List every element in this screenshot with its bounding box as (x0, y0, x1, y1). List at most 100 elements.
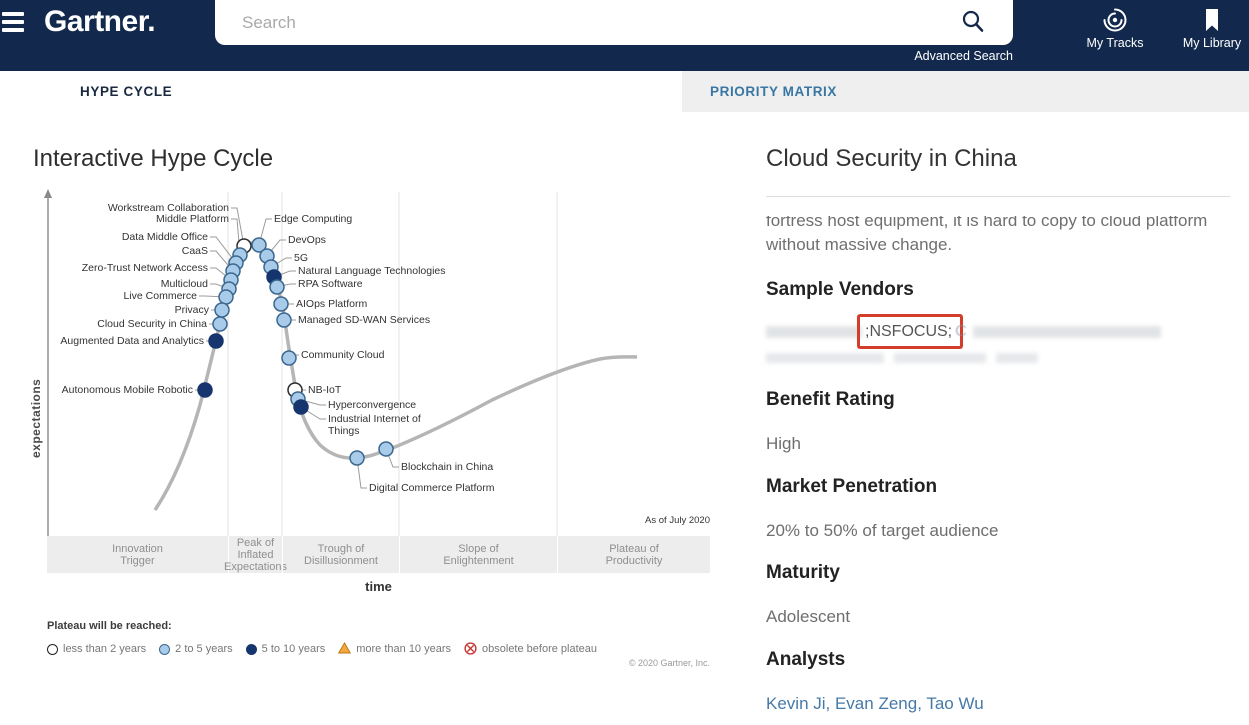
hype-label-data-middle-office[interactable]: Data Middle Office (121, 231, 208, 243)
nav-my-library-label: My Library (1182, 36, 1242, 50)
vendor-name-highlighted: ;NSFOCUS; (857, 314, 964, 349)
leader-line-workstream-collaboration (231, 207, 245, 247)
nav-my-tracks-label: My Tracks (1086, 36, 1144, 50)
hype-dot-augmented-data-and-analytics[interactable] (208, 333, 224, 349)
leader-lines (195, 207, 399, 489)
plateau-legend: Plateau will be reached: less than 2 yea… (47, 620, 597, 656)
section-analysts: Analysts (766, 649, 846, 670)
hype-cycle-chart (44, 189, 638, 536)
hype-label-augmented-data-and-analytics[interactable]: Augmented Data and Analytics (60, 335, 204, 347)
legend-item-2-to-5-years: 2 to 5 years (159, 643, 233, 655)
section-sample-vendors: Sample Vendors (766, 279, 914, 300)
x-axis-label: time (365, 579, 392, 594)
hype-label-digital-commerce-platform[interactable]: Digital Commerce Platform (369, 482, 495, 494)
tab-bar: HYPE CYCLE PRIORITY MATRIX (0, 71, 1249, 112)
hype-dot-aiops-platform[interactable] (273, 296, 289, 312)
hype-dot-industrial-internet-of-things[interactable] (293, 399, 309, 415)
legend-triangle-icon (338, 642, 352, 656)
leader-line-caas (210, 250, 234, 272)
tab-priority-matrix-label: PRIORITY MATRIX (710, 84, 838, 99)
description-text-clipped: fortress host equipment, it is hard to c… (766, 216, 1208, 254)
hype-label-zero-trust-network-access[interactable]: Zero-Trust Network Access (81, 262, 208, 274)
legend-title: Plateau will be reached: (47, 620, 172, 632)
analysts-links[interactable]: Kevin Ji, Evan Zeng, Tao Wu (766, 694, 984, 713)
legend-item-less-than-2-years: less than 2 years (47, 643, 146, 655)
hype-dot-managed-sd-wan-services[interactable] (276, 312, 292, 328)
section-market-penetration: Market Penetration (766, 476, 938, 497)
redacted-vendor (972, 326, 1161, 338)
hype-label-natural-language-technologies[interactable]: Natural Language Technologies (298, 265, 446, 277)
hype-label-aiops-platform[interactable]: AIOps Platform (296, 298, 368, 310)
redacted-vendor (766, 326, 862, 338)
leader-line-digital-commerce-platform (356, 457, 367, 489)
technology-labels: Workstream Collaboration Middle Platform D… (0, 112, 766, 612)
hype-dot-rpa-software[interactable] (269, 279, 285, 295)
detail-title: Cloud Security in China (766, 145, 1017, 172)
hype-label-hyperconvergence[interactable]: Hyperconvergence (328, 399, 417, 411)
red-highlight-box (857, 314, 964, 349)
tracks-icon (1078, 7, 1152, 33)
divider (766, 196, 1230, 197)
hype-label-cloud-security-in-china[interactable]: Cloud Security in China (97, 318, 207, 330)
legend-crossed-circle-icon (464, 642, 477, 656)
hype-label-nb-iot[interactable]: NB-IoT (308, 384, 342, 396)
redacted-vendor (996, 353, 1038, 363)
leader-line-data-middle-office (210, 236, 237, 264)
hype-label-edge-computing[interactable]: Edge Computing (274, 213, 353, 225)
gartner-logo[interactable]: Gartner. (44, 5, 156, 38)
tab-hype-cycle[interactable]: HYPE CYCLE (80, 84, 173, 99)
hype-label-blockchain-in-china[interactable]: Blockchain in China (401, 461, 494, 473)
legend-darkblue-circle-icon (245, 643, 257, 655)
hype-label-rpa-software[interactable]: RPA Software (298, 278, 363, 290)
hype-dot-live-commerce[interactable] (218, 289, 234, 305)
hype-label-managed-sd-wan-services[interactable]: Managed SD-WAN Services (298, 314, 431, 326)
phase-trough: Trough of Disillusionment (282, 536, 399, 573)
axis-arrow-icon (44, 189, 52, 198)
as-of-date: As of July 2020 (645, 515, 710, 526)
phase-slope: Slope of Enlightenment (399, 536, 557, 573)
hype-label-autonomous-mobile-robotic[interactable]: Autonomous Mobile Robotic (61, 384, 193, 396)
hype-label-middle-platform[interactable]: Middle Platform (156, 213, 229, 225)
hype-label-workstream-collaboration[interactable]: Workstream Collaboration (107, 202, 229, 214)
technology-dots (197, 237, 394, 466)
tab-priority-matrix[interactable]: PRIORITY MATRIX (682, 71, 1249, 112)
vendor-name-partial: C (955, 323, 967, 340)
hype-dot-privacy[interactable] (214, 302, 230, 318)
copyright-text: © 2020 Gartner, Inc. (628, 658, 710, 668)
phase-innovation-trigger: Innovation Trigger (112, 542, 163, 567)
hype-dot-community-cloud[interactable] (281, 350, 297, 366)
y-axis (44, 189, 52, 536)
advanced-search-link[interactable]: Advanced Search (914, 49, 1013, 63)
bookmark-icon (1175, 7, 1249, 33)
phase-plateau: Plateau of Productivity (557, 536, 710, 573)
maturity-value: Adolescent (766, 607, 851, 626)
hype-dot-digital-commerce-platform[interactable] (349, 450, 365, 466)
hype-label-multicloud[interactable]: Multicloud (160, 278, 208, 290)
hype-dot-blockchain-in-china[interactable] (378, 441, 394, 457)
hype-dot-edge-computing[interactable] (251, 237, 267, 253)
menu-icon[interactable] (2, 12, 26, 34)
legend-item-more-than-10-years: more than 10 years (338, 642, 451, 656)
section-maturity: Maturity (766, 562, 840, 583)
hype-dot-autonomous-mobile-robotic[interactable] (197, 382, 213, 398)
market-penetration-value: 20% to 50% of target audience (766, 521, 999, 540)
nav-my-library[interactable]: My Library (1175, 7, 1249, 50)
leader-line-edge-computing (258, 218, 272, 246)
hype-label-caas[interactable]: CaaS (181, 245, 208, 257)
sample-vendors-redacted: ;NSFOCUS; C (766, 314, 1229, 375)
hype-label-privacy[interactable]: Privacy (174, 304, 209, 316)
hype-label-devops[interactable]: DevOps (288, 234, 326, 246)
hype-label-community-cloud[interactable]: Community Cloud (301, 349, 385, 361)
nav-my-tracks[interactable]: My Tracks (1078, 7, 1152, 50)
phase-peak: Peak of Inflated Expectations (224, 536, 287, 573)
search-icon[interactable] (961, 9, 985, 35)
redacted-vendor (894, 353, 986, 363)
hype-label-5g[interactable]: 5G (294, 252, 309, 264)
section-benefit-rating: Benefit Rating (766, 389, 895, 410)
gridlines (227, 192, 558, 536)
hype-label-live-commerce[interactable]: Live Commerce (123, 290, 197, 302)
hype-label-industrial-internet-of-things[interactable]: Industrial Internet of Things (328, 413, 421, 437)
search-input[interactable] (215, 0, 955, 45)
hype-dot-cloud-security-in-china[interactable] (212, 316, 228, 332)
